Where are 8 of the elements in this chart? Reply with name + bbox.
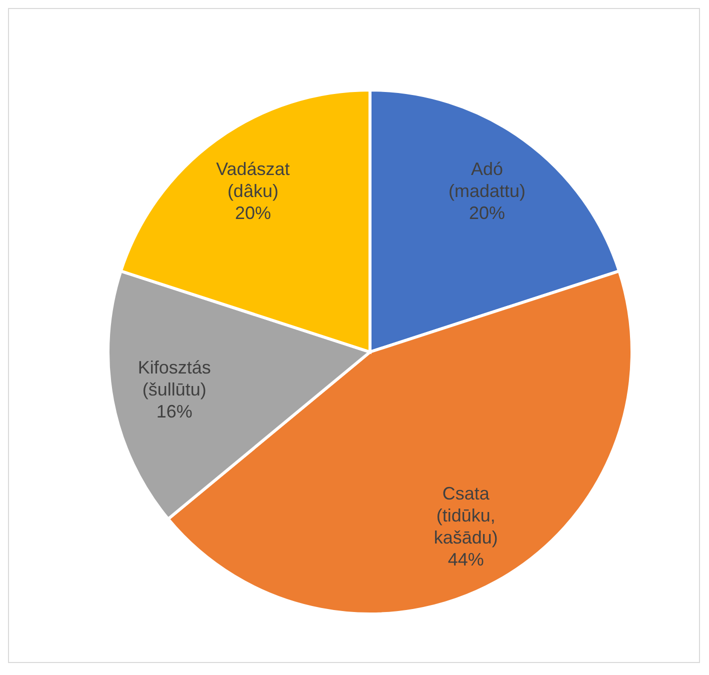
slice-label: Vadászat (dâku): [216, 158, 290, 201]
data-label: 16%: [156, 401, 192, 422]
data-label: 20%: [469, 202, 506, 223]
slice-label: Kifosztás (šullūtu): [138, 357, 211, 400]
slice-label: Adó (madattu): [448, 158, 526, 201]
slice-label: Csata (tidūku, kašādu): [434, 483, 498, 548]
data-label: 20%: [234, 202, 271, 223]
data-label: 44%: [448, 549, 484, 570]
